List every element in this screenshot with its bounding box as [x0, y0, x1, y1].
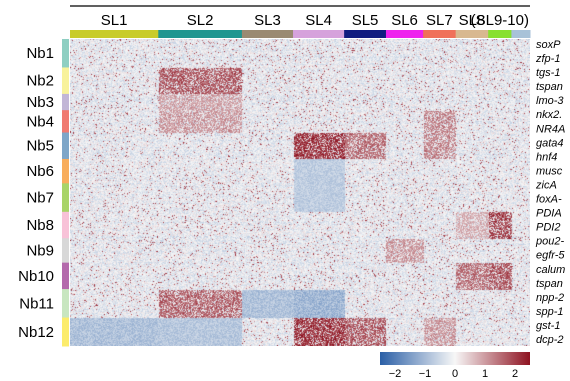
gene-label: egfr-5	[536, 250, 565, 262]
colorbar-tick-label: 0	[452, 368, 458, 380]
column-cluster-label: (SL9-10)	[471, 12, 529, 29]
gene-label: tspan	[536, 278, 563, 290]
gene-label: NR4A	[536, 123, 565, 135]
colorbar-tick-label: −1	[419, 368, 432, 380]
column-cluster-swatch	[158, 30, 243, 38]
row-cluster-label: Nb9	[26, 242, 54, 259]
heatmap-cells	[70, 39, 530, 346]
row-cluster-label: Nb5	[26, 138, 54, 155]
row-cluster-label: Nb6	[26, 163, 54, 180]
row-cluster-swatch	[62, 132, 69, 160]
column-cluster-swatch	[385, 30, 424, 38]
gene-label: gata4	[536, 137, 564, 149]
gene-label: lmo-3	[536, 95, 564, 107]
column-labels: SL1 SL2 SL3 SL4 SL5 SL6 SL7 SL8(SL9-10)	[101, 12, 529, 29]
row-cluster-swatch	[62, 183, 69, 213]
column-cluster-swatch	[511, 30, 531, 38]
column-cluster-label: SL7	[426, 12, 453, 29]
row-cluster-swatch	[62, 289, 69, 319]
gene-label: tgs-1	[536, 67, 560, 79]
column-cluster-label: SL8	[459, 12, 486, 29]
column-cluster-label: SL1	[101, 12, 128, 29]
colorbar: −2 −1 0 1 2	[380, 352, 530, 380]
column-color-bar	[70, 30, 531, 38]
row-cluster-label: Nb7	[26, 190, 54, 207]
gene-label: gst-1	[536, 320, 560, 332]
column-cluster-swatch	[344, 30, 387, 38]
column-cluster-swatch	[70, 30, 159, 38]
row-cluster-label: Nb11	[19, 295, 54, 312]
gene-label: PDIA	[536, 208, 562, 220]
column-cluster-swatch	[455, 30, 489, 38]
row-cluster-label: Nb1	[26, 45, 54, 62]
colorbar-gradient	[380, 352, 530, 365]
colorbar-tick-label: 1	[482, 368, 488, 380]
gene-label: spp-1	[536, 306, 564, 318]
row-labels: Nb1 Nb2 Nb3 Nb4 Nb5 Nb6 Nb7 Nb8 Nb9 Nb10 Nb11 Nb12	[18, 45, 54, 341]
row-cluster-swatch	[62, 110, 69, 134]
column-cluster-label: SL3	[254, 12, 281, 29]
gene-label: soxP	[536, 39, 561, 51]
row-cluster-label: Nb10	[18, 268, 54, 285]
row-cluster-swatch	[62, 238, 69, 264]
gene-label: calum	[536, 264, 565, 276]
gene-labels: soxP zfp-1 tgs-1 tspan lmo-3 nkx2. NR4A gata4 hn…	[535, 39, 565, 346]
row-cluster-swatch	[62, 211, 69, 239]
column-cluster-label: SL4	[305, 12, 332, 29]
gene-label: pou2-	[535, 236, 564, 248]
row-cluster-swatch	[62, 158, 69, 184]
colorbar-tick-label: −2	[389, 368, 402, 380]
row-cluster-label: Nb8	[26, 217, 54, 234]
row-cluster-label: Nb2	[26, 73, 54, 90]
gene-label: musc	[536, 165, 563, 177]
gene-label: tspan	[536, 81, 563, 93]
column-cluster-swatch	[293, 30, 345, 38]
row-cluster-swatch	[62, 317, 69, 347]
gene-label: dcp-2	[536, 334, 564, 346]
colorbar-ticks: −2 −1 0 1 2	[389, 368, 518, 380]
column-cluster-swatch	[423, 30, 457, 38]
column-cluster-label: SL6	[391, 12, 418, 29]
gene-label: nkx2.	[536, 109, 562, 121]
column-cluster-label: SL5	[352, 12, 379, 29]
colorbar-tick-label: 2	[512, 368, 518, 380]
column-cluster-swatch	[241, 30, 294, 38]
row-cluster-label: Nb3	[26, 94, 54, 111]
column-cluster-label: SL2	[187, 12, 214, 29]
gene-label: PDI2	[536, 222, 560, 234]
gene-label: foxA-	[536, 194, 562, 206]
column-cluster-swatch	[488, 30, 512, 38]
row-cluster-label: Nb4	[26, 113, 54, 130]
row-cluster-label: Nb12	[18, 324, 54, 341]
gene-label: zfp-1	[535, 53, 560, 65]
row-cluster-swatch	[62, 262, 69, 290]
gene-label: npp-2	[536, 292, 564, 304]
row-cluster-swatch	[62, 67, 69, 95]
row-color-bar	[62, 39, 69, 347]
gene-label: hnf4	[536, 151, 557, 163]
row-cluster-swatch	[62, 39, 69, 68]
gene-label: zicA	[535, 179, 557, 191]
row-cluster-swatch	[62, 93, 69, 111]
